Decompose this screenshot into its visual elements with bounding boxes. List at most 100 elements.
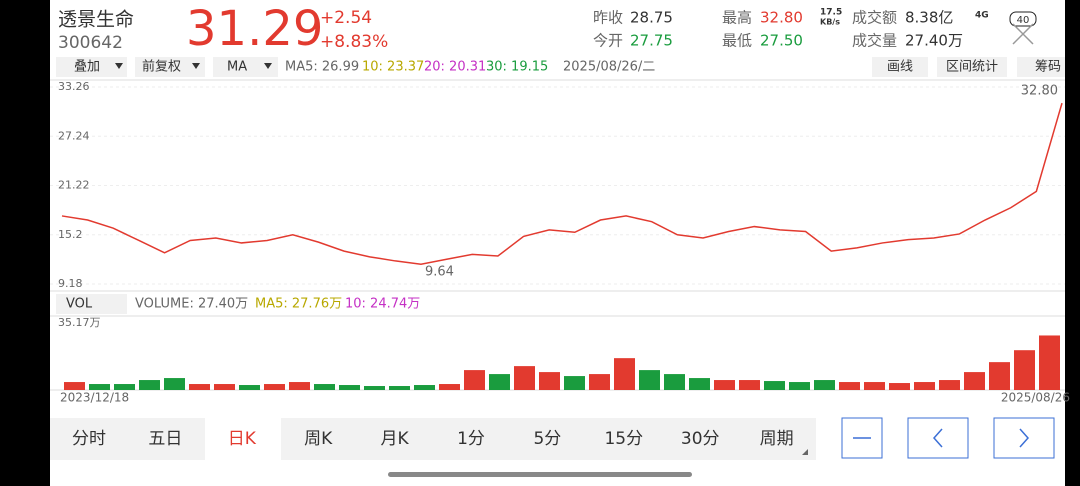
tab: 分时 bbox=[72, 429, 106, 449]
stat-label: 昨收 bbox=[593, 9, 623, 27]
chips-button[interactable] bbox=[1017, 57, 1065, 77]
volume-bar bbox=[189, 384, 210, 390]
volume-bar bbox=[64, 382, 85, 390]
y-tick-label: 15.2 bbox=[58, 228, 83, 241]
prev-icon bbox=[932, 428, 943, 448]
ma30: 30: 19.15 bbox=[486, 60, 548, 75]
volume-bar bbox=[264, 384, 285, 390]
stat-label: 成交额 bbox=[852, 9, 897, 27]
max-label: 32.80 bbox=[1021, 84, 1058, 99]
tab: 30分 bbox=[681, 429, 720, 449]
volume-bar bbox=[364, 386, 385, 390]
background bbox=[50, 0, 1065, 486]
stat-label: 今开 bbox=[593, 32, 623, 50]
draw: 画线 bbox=[887, 60, 913, 75]
battery: 40 bbox=[1017, 15, 1030, 26]
adjust-button[interactable] bbox=[135, 57, 205, 77]
tab: 15分 bbox=[604, 429, 643, 449]
volume-bar bbox=[1039, 335, 1060, 390]
tab: 日K bbox=[228, 429, 257, 449]
volume-bar bbox=[814, 380, 835, 390]
volume-bar bbox=[389, 386, 410, 390]
volume-bar bbox=[89, 384, 110, 390]
stat-value: 27.40万 bbox=[905, 32, 963, 50]
price-line bbox=[61, 102, 1063, 265]
tab: 五日 bbox=[148, 429, 182, 449]
volume-bar bbox=[764, 381, 785, 390]
range-button[interactable] bbox=[937, 57, 1007, 77]
overlay: 叠加 bbox=[74, 60, 100, 75]
stat-value: 27.75 bbox=[630, 32, 673, 50]
net-speed-unit: KB/s bbox=[820, 18, 840, 27]
range-stats: 区间统计 bbox=[946, 60, 998, 75]
net-speed: 17.5 bbox=[820, 8, 842, 18]
stat-value: 27.50 bbox=[760, 32, 803, 50]
volume-bar bbox=[539, 372, 560, 390]
overlay-button[interactable] bbox=[56, 57, 127, 77]
volume-bar bbox=[939, 380, 960, 390]
tab: 1分 bbox=[457, 429, 485, 449]
start-date: 2023/12/18 bbox=[60, 391, 129, 405]
ma5: MA5: 26.99 bbox=[285, 60, 359, 75]
stat-label: 最高 bbox=[722, 9, 752, 27]
volume-bar bbox=[214, 384, 235, 390]
y-tick-label: 9.18 bbox=[58, 277, 83, 290]
volume-bar bbox=[314, 384, 335, 390]
tab: 5分 bbox=[533, 429, 561, 449]
volume-bar bbox=[589, 374, 610, 390]
volume-bar bbox=[514, 366, 535, 390]
volume-bar bbox=[414, 385, 435, 390]
vol: VOL bbox=[66, 297, 93, 312]
battery-icon bbox=[1009, 11, 1037, 27]
volume-bar bbox=[614, 358, 635, 390]
volume-bar bbox=[489, 374, 510, 390]
next-button[interactable] bbox=[993, 417, 1055, 459]
next-icon bbox=[1019, 428, 1030, 448]
tab: 周期 bbox=[760, 429, 794, 449]
close-icon[interactable] bbox=[1012, 23, 1034, 45]
volume-bar bbox=[739, 380, 760, 390]
volume-bar bbox=[564, 376, 585, 390]
tab: 月K bbox=[381, 429, 410, 449]
volume-bar bbox=[889, 383, 910, 390]
y-tick-label: 35.17万 bbox=[58, 316, 101, 329]
end-date: 2025/08/26 bbox=[1001, 391, 1070, 405]
stock-name: 透景生命 bbox=[58, 9, 134, 31]
y-tick-label: 27.24 bbox=[58, 129, 90, 142]
price: 31.29 bbox=[186, 1, 323, 57]
volume-bar bbox=[464, 370, 485, 390]
volume-bar bbox=[689, 378, 710, 390]
vol-ma10: 10: 24.74万 bbox=[345, 297, 420, 312]
volume-bar bbox=[114, 384, 135, 390]
ma20: 20: 20.31 bbox=[424, 60, 486, 75]
stat-value: 8.38亿 bbox=[905, 9, 953, 27]
prev-button[interactable] bbox=[907, 417, 969, 459]
volume-bar bbox=[664, 374, 685, 390]
volume-bar bbox=[289, 382, 310, 390]
volume-bar bbox=[139, 380, 160, 390]
volume-bar bbox=[239, 385, 260, 390]
volume-bar bbox=[439, 384, 460, 390]
y-tick-label: 21.22 bbox=[58, 179, 90, 192]
volume-bar bbox=[164, 378, 185, 390]
stat-label: 最低 bbox=[722, 32, 752, 50]
volume: VOLUME: 27.40万 bbox=[135, 297, 248, 312]
volume-bar bbox=[964, 372, 985, 390]
vol-button[interactable] bbox=[56, 294, 127, 314]
stat-value: 28.75 bbox=[630, 9, 673, 27]
date: 2025/08/26/二 bbox=[563, 60, 655, 75]
chips: 筹码 bbox=[1035, 59, 1061, 75]
volume-bar bbox=[1014, 350, 1035, 390]
home-indicator bbox=[388, 472, 692, 477]
zoom-out-button[interactable] bbox=[841, 417, 883, 459]
change: +2.54 bbox=[320, 8, 372, 28]
volume-bar bbox=[639, 370, 660, 390]
indicator-button[interactable] bbox=[213, 57, 278, 77]
draw-button[interactable] bbox=[872, 57, 928, 77]
change-pct: +8.83% bbox=[320, 32, 388, 52]
volume-bar bbox=[789, 382, 810, 390]
volume-bar bbox=[989, 362, 1010, 390]
min-label: 9.64 bbox=[425, 265, 454, 280]
y-tick-label: 33.26 bbox=[58, 80, 90, 93]
